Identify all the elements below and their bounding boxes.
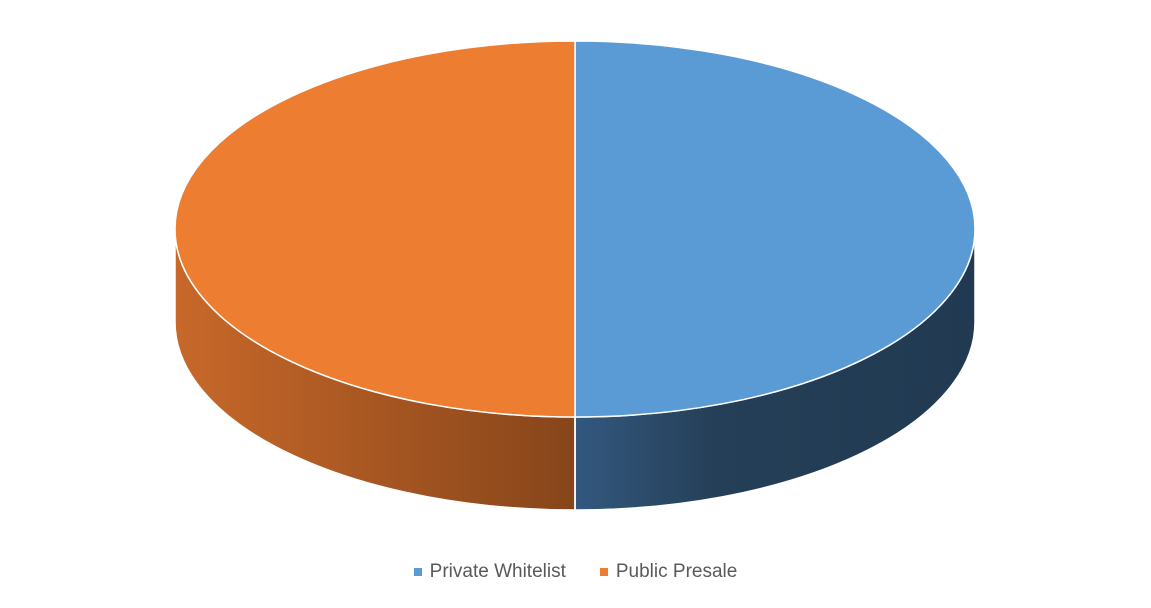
pie-slice-private-whitelist	[574, 40, 976, 418]
legend-label-private-whitelist: Private Whitelist	[429, 561, 566, 582]
pie-slice-public-presale	[174, 40, 576, 418]
chart-legend: Private Whitelist Public Presale	[0, 558, 1151, 586]
legend-swatch-private-whitelist	[413, 568, 422, 576]
legend-item-private-whitelist: Private Whitelist	[413, 561, 566, 583]
legend-item-public-presale: Public Presale	[599, 561, 738, 583]
legend-swatch-public-presale	[599, 568, 608, 576]
legend-label-public-presale: Public Presale	[615, 561, 738, 582]
pie-tops	[174, 40, 976, 418]
